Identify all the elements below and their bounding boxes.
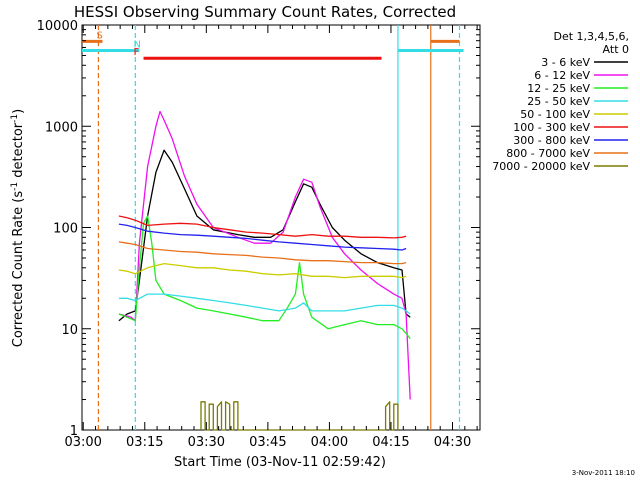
series-lines [118, 110, 411, 431]
legend-label: 300 - 800 keV [513, 134, 590, 147]
x-tick-label: 04:30 [434, 435, 471, 450]
timestamp: 3-Nov-2011 18:10 [572, 469, 635, 477]
flag-label-n: N [133, 39, 140, 50]
y-tick-label: 10 [61, 323, 78, 338]
series-line-6 [118, 223, 407, 251]
y-tick-label: 100 [53, 222, 78, 237]
flag-label-s: S [97, 30, 103, 41]
x-tick-label: 03:00 [64, 435, 101, 450]
legend-label: 100 - 300 keV [513, 121, 590, 134]
series-line-8 [200, 401, 399, 431]
legend-label: 6 - 12 keV [534, 69, 590, 82]
x-tick-label: 03:30 [188, 435, 225, 450]
legend-header-line-1: Det 1,3,4,5,6, [553, 30, 629, 43]
y-ticks: 1 10 100 1000 10000 [37, 19, 480, 439]
legend-header-line-2: Att 0 [603, 43, 629, 56]
x-tick-label: 04:15 [372, 435, 409, 450]
chart-title: HESSI Observing Summary Count Rates, Cor… [74, 3, 456, 21]
x-axis-label: Start Time (03-Nov-11 02:59:42) [174, 455, 386, 470]
x-tick-label: 03:45 [249, 435, 286, 450]
y-tick-label: 10000 [37, 19, 78, 34]
legend-label: 7000 - 20000 keV [492, 160, 590, 173]
flag-bars: S NF [82, 30, 464, 60]
y-tick-label: 1 [70, 424, 78, 439]
series-line-3 [118, 293, 411, 315]
series-line-7 [118, 241, 407, 265]
x-tick-label: 04:00 [311, 435, 348, 450]
series-line-2 [118, 215, 411, 340]
legend-label: 25 - 50 keV [527, 95, 590, 108]
x-ticks: 03:00 03:15 03:30 03:45 04:00 04:15 04:30 [64, 25, 478, 450]
y-axis-label: Corrected Count Rate (s-1 detector-1) [10, 109, 26, 347]
legend-label: 50 - 100 keV [520, 108, 590, 121]
series-line-4 [118, 262, 407, 279]
flag-label-f: F [134, 47, 140, 58]
legend-label: 12 - 25 keV [527, 82, 590, 95]
x-tick-label: 03:15 [126, 435, 163, 450]
legend-label: 3 - 6 keV [541, 56, 590, 69]
legend-label: 800 - 7000 keV [506, 147, 590, 160]
series-line-0 [118, 149, 411, 322]
plot-area: S NF 1 10 100 1000 10000 03:00 03:15 03:30 03:45… [37, 19, 481, 450]
series-line-5 [118, 215, 407, 239]
y-tick-label: 1000 [45, 120, 78, 135]
